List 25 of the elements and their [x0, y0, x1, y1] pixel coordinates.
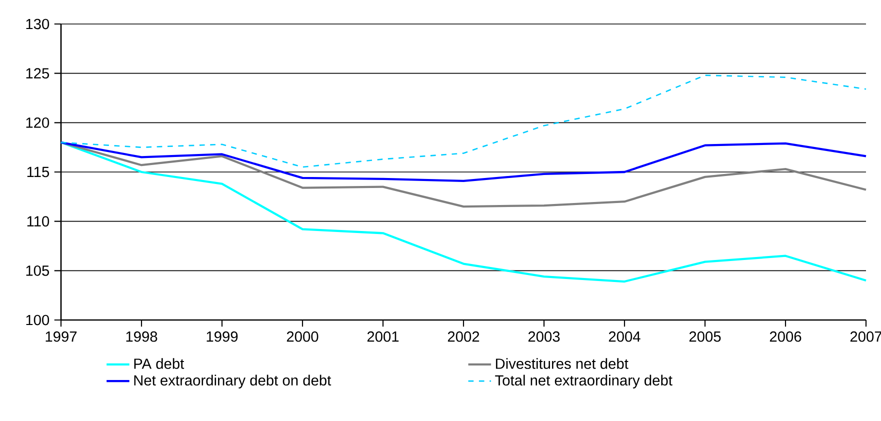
- x-tick-label: 2000: [286, 331, 318, 342]
- x-tick-label: 1997: [46, 331, 77, 342]
- legend-label: Total net extraordinary debt: [495, 374, 672, 388]
- x-tick-label: 2002: [448, 331, 480, 342]
- y-tick-label: 100: [26, 314, 50, 326]
- y-tick-label: 120: [26, 117, 50, 128]
- x-tick-label: 2001: [367, 331, 399, 342]
- y-tick-label: 115: [27, 166, 50, 178]
- line-series: [60, 141, 868, 283]
- x-tick-label: 2006: [770, 331, 802, 342]
- line-series: [60, 141, 868, 182]
- x-tick-label: 1999: [206, 331, 238, 342]
- legend-label: Divestitures net debt: [496, 358, 628, 369]
- y-tick-label: 130: [26, 18, 50, 30]
- legend-label: PA debt: [134, 358, 184, 369]
- x-tick-label: 1998: [126, 331, 158, 342]
- y-tick-label: 110: [27, 216, 50, 227]
- x-tick-label: 2005: [689, 331, 721, 342]
- line-series: [60, 141, 868, 208]
- line-series: [60, 74, 867, 168]
- x-tick-label: 2004: [608, 331, 640, 342]
- y-tick-label: 125: [26, 68, 50, 79]
- y-tick-label: 105: [26, 265, 50, 276]
- x-tick-label: 2003: [528, 331, 560, 342]
- legend-label: Net extraordinary debt on debt: [134, 374, 332, 388]
